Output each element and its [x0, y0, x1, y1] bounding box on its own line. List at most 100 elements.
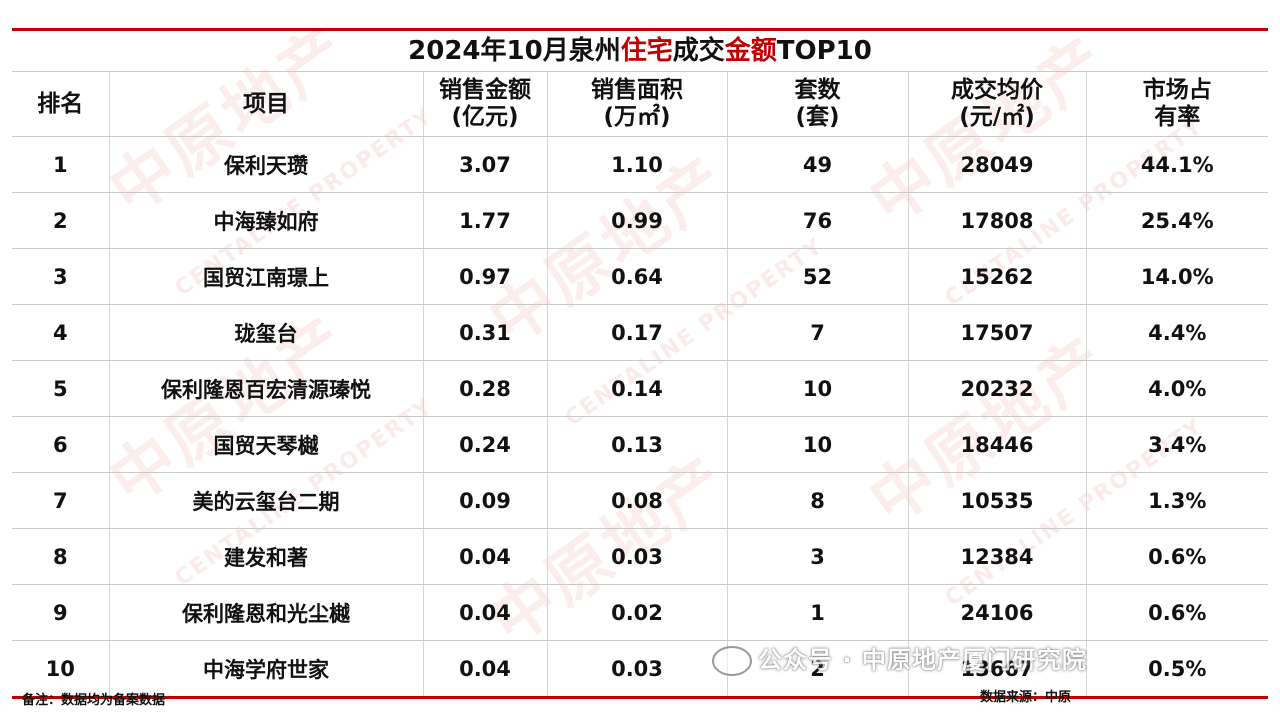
table-cell: 0.04 [423, 528, 548, 585]
table-row: 8 建发和著 0.04 0.03 3 12384 0.6% [12, 528, 1268, 585]
table-cell: 珑玺台 [109, 304, 424, 361]
table-cell: 0.6% [1086, 528, 1268, 585]
table-cell: 1.3% [1086, 472, 1268, 529]
table-cell: 保利天瓒 [109, 136, 424, 193]
column-header: 排名 [12, 72, 110, 137]
table-cell: 9 [12, 584, 110, 641]
ranking-table: 排名 项目 销售金额 (亿元) 销售面积 (万㎡) 套数 (套) 成交均价 (元/㎡) 市场占 有率 … [12, 72, 1268, 699]
table-cell: 1.10 [547, 136, 728, 193]
table-cell: 0.04 [423, 640, 548, 699]
table-cell: 0.03 [547, 640, 728, 699]
footer-source: 数据来源：中原 [980, 690, 1072, 705]
wechat-watermark: 公众号 · 中原地产厦门研究院 [712, 640, 1087, 676]
table-row: 2 中海臻如府 1.77 0.99 76 17808 25.4% [12, 192, 1268, 249]
table-cell: 0.28 [423, 360, 548, 417]
column-header: 成交均价 (元/㎡) [908, 72, 1087, 137]
table-cell: 13667 [908, 640, 1087, 699]
table-cell: 8 [727, 472, 909, 529]
table-row: 7 美的云玺台二期 0.09 0.08 8 10535 1.3% [12, 472, 1268, 529]
table-cell: 25.4% [1086, 192, 1268, 249]
table-cell: 0.04 [423, 584, 548, 641]
table-row: 10 中海学府世家 0.04 0.03 2 13667 0.5% [12, 640, 1268, 699]
table-cell: 1 [727, 584, 909, 641]
table-cell: 保利隆恩和光尘樾 [109, 584, 424, 641]
column-header-line1: 项目 [243, 90, 289, 117]
table-cell: 49 [727, 136, 909, 193]
table-cell: 12384 [908, 528, 1087, 585]
table-cell: 0.09 [423, 472, 548, 529]
table-row: 3 国贸江南璟上 0.97 0.64 52 15262 14.0% [12, 248, 1268, 305]
table-cell: 3.4% [1086, 416, 1268, 473]
table-cell: 2 [727, 640, 909, 699]
table-cell: 国贸天琴樾 [109, 416, 424, 473]
column-header-line1: 套数 [794, 77, 841, 103]
column-header-line2: (亿元) [451, 104, 519, 130]
table-cell: 14.0% [1086, 248, 1268, 305]
column-header-line2: (元/㎡) [959, 104, 1035, 130]
table-cell: 建发和著 [109, 528, 424, 585]
table-cell: 4 [12, 304, 110, 361]
table-cell: 76 [727, 192, 909, 249]
table-cell: 保利隆恩百宏清源瑧悦 [109, 360, 424, 417]
table-cell: 0.13 [547, 416, 728, 473]
table-row: 5 保利隆恩百宏清源瑧悦 0.28 0.14 10 20232 4.0% [12, 360, 1268, 417]
table-cell: 0.5% [1086, 640, 1268, 699]
column-header: 套数 (套) [727, 72, 909, 137]
column-header-line1: 市场占 [1142, 77, 1212, 103]
table-cell: 8 [12, 528, 110, 585]
table-row: 4 珑玺台 0.31 0.17 7 17507 4.4% [12, 304, 1268, 361]
table-cell: 28049 [908, 136, 1087, 193]
table-cell: 国贸江南璟上 [109, 248, 424, 305]
table-cell: 0.99 [547, 192, 728, 249]
table-cell: 20232 [908, 360, 1087, 417]
table-cell: 0.64 [547, 248, 728, 305]
table-cell: 1.77 [423, 192, 548, 249]
table-cell: 美的云玺台二期 [109, 472, 424, 529]
table-cell: 18446 [908, 416, 1087, 473]
table-cell: 1 [12, 136, 110, 193]
table-cell: 17507 [908, 304, 1087, 361]
table-cell: 0.08 [547, 472, 728, 529]
column-header-line1: 销售面积 [591, 77, 683, 103]
footer-note: 备注：数据均为备案数据 [22, 693, 166, 708]
table-cell: 10535 [908, 472, 1087, 529]
table-cell: 0.97 [423, 248, 548, 305]
column-header-line2: (万㎡) [603, 104, 671, 130]
page-title: 2024年10月泉州住宅成交金额TOP10 [12, 28, 1268, 72]
table-row: 1 保利天瓒 3.07 1.10 49 28049 44.1% [12, 136, 1268, 193]
table-cell: 0.03 [547, 528, 728, 585]
table-cell: 4.4% [1086, 304, 1268, 361]
table-cell: 3.07 [423, 136, 548, 193]
column-header-line1: 成交均价 [951, 77, 1043, 103]
table-cell: 10 [12, 640, 110, 699]
table-cell: 0.17 [547, 304, 728, 361]
table-cell: 10 [727, 416, 909, 473]
column-header: 市场占 有率 [1086, 72, 1268, 137]
table-cell: 44.1% [1086, 136, 1268, 193]
table-cell: 中海臻如府 [109, 192, 424, 249]
column-header: 项目 [109, 72, 424, 137]
column-header-line2: (套) [795, 104, 840, 130]
table-cell: 7 [12, 472, 110, 529]
table-cell: 52 [727, 248, 909, 305]
table-cell: 0.6% [1086, 584, 1268, 641]
table-row: 6 国贸天琴樾 0.24 0.13 10 18446 3.4% [12, 416, 1268, 473]
table-cell: 7 [727, 304, 909, 361]
column-header: 销售金额 (亿元) [423, 72, 548, 137]
table-cell: 17808 [908, 192, 1087, 249]
table-container: 2024年10月泉州住宅成交金额TOP10 排名 项目 销售金额 (亿元) 销售面积 (万… [12, 28, 1268, 699]
column-header-line1: 排名 [37, 90, 84, 117]
wechat-icon [712, 646, 752, 676]
column-header: 销售面积 (万㎡) [547, 72, 728, 137]
table-cell: 0.14 [547, 360, 728, 417]
table-cell: 3 [727, 528, 909, 585]
table-cell: 3 [12, 248, 110, 305]
table-cell: 0.31 [423, 304, 548, 361]
table-cell: 15262 [908, 248, 1087, 305]
table-cell: 6 [12, 416, 110, 473]
table-cell: 5 [12, 360, 110, 417]
table-cell: 中海学府世家 [109, 640, 424, 699]
column-header-line2: 有率 [1154, 104, 1201, 130]
table-cell: 2 [12, 192, 110, 249]
table-cell: 10 [727, 360, 909, 417]
